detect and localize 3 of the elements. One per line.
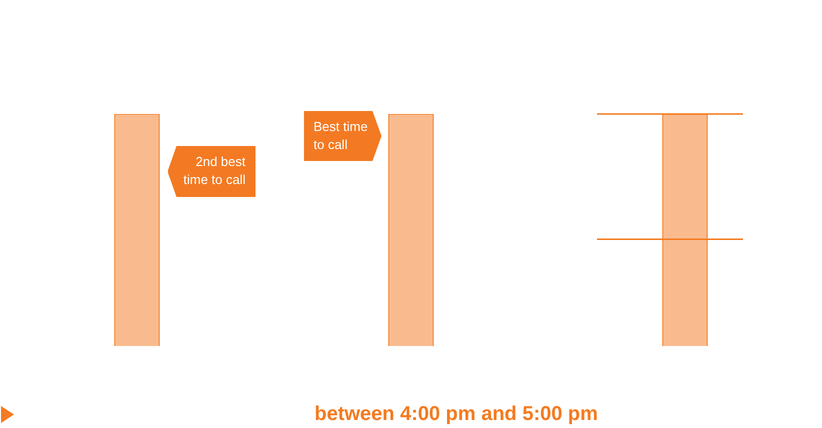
- annotation: 2nd best time to call: [168, 146, 256, 197]
- annotation: Best time to call: [304, 111, 382, 161]
- text: between 4:00 pm and 5:00 pm: [314, 403, 598, 426]
